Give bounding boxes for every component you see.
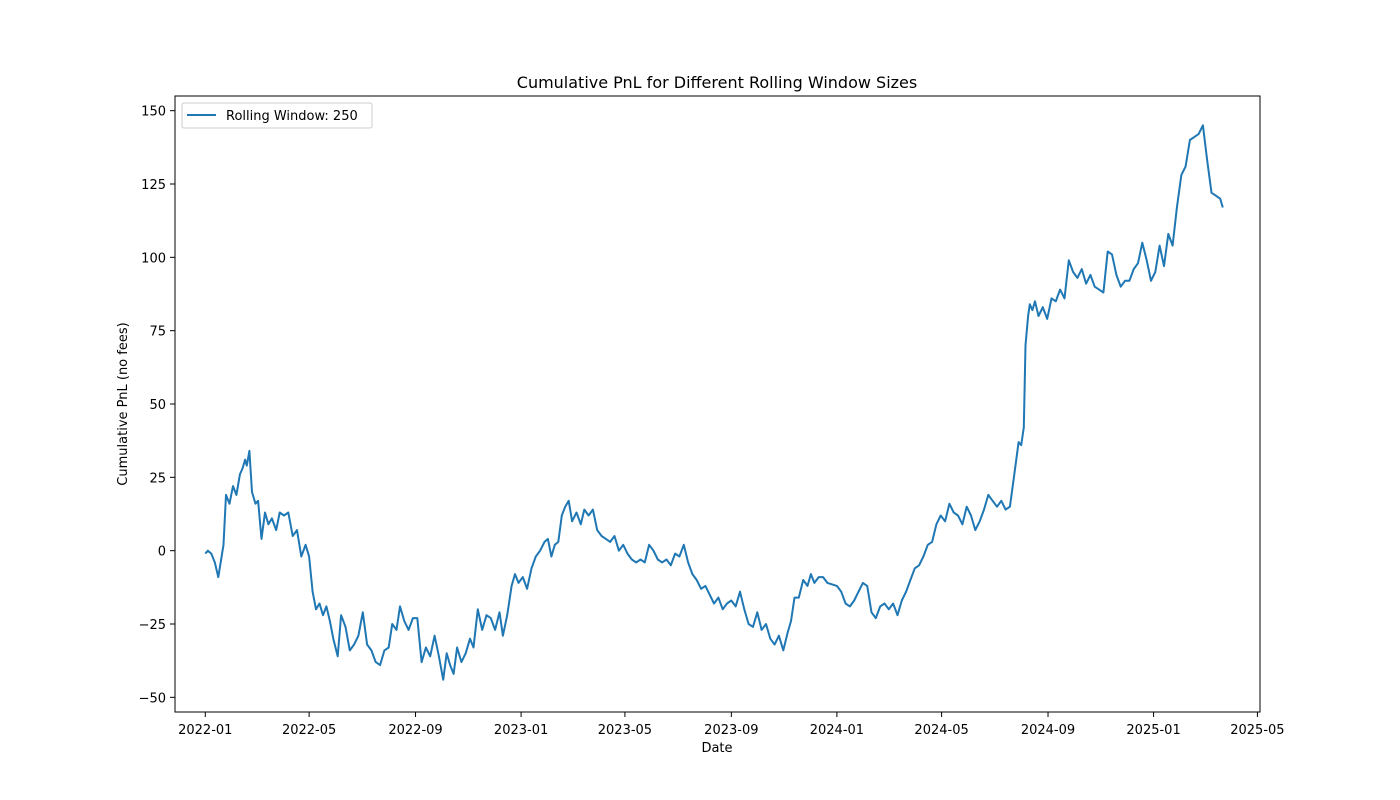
plot-area xyxy=(204,124,1224,681)
y-tick-label: 0 xyxy=(158,545,166,560)
x-tick-label: 2025-01 xyxy=(1126,723,1180,738)
y-tick-label: 100 xyxy=(141,251,166,266)
x-tick-label: 2022-05 xyxy=(282,723,336,738)
x-axis: 2022-01 2022-05 2022-09 2023-01 2023-05 2023-… xyxy=(178,712,1285,738)
y-tick-label: 50 xyxy=(149,398,166,413)
y-axis: −50 −25 0 25 50 75 100 125 150 xyxy=(139,105,175,706)
y-tick-label: 150 xyxy=(141,105,166,120)
y-tick-label: −50 xyxy=(139,691,166,706)
legend-box xyxy=(181,102,373,129)
legend-label: Rolling Window: 250 xyxy=(226,109,358,124)
x-axis-title: Date xyxy=(701,741,732,756)
x-tick-label: 2024-09 xyxy=(1021,723,1075,738)
y-tick-label: −25 xyxy=(139,618,166,633)
series-line xyxy=(204,124,1224,681)
y-axis-title: Cumulative PnL (no fees) xyxy=(116,322,131,485)
chart-title: Cumulative PnL for Different Rolling Win… xyxy=(517,73,917,92)
x-tick-label: 2023-09 xyxy=(704,723,758,738)
x-tick-label: 2024-05 xyxy=(914,723,968,738)
x-tick-label: 2023-01 xyxy=(494,723,548,738)
x-tick-label: 2022-09 xyxy=(388,723,442,738)
x-tick-label: 2024-01 xyxy=(810,723,864,738)
y-tick-label: 75 xyxy=(149,325,166,340)
x-tick-label: 2023-05 xyxy=(598,723,652,738)
y-tick-label: 125 xyxy=(141,178,166,193)
x-tick-label: 2025-05 xyxy=(1230,723,1284,738)
x-tick-label: 2022-01 xyxy=(178,723,232,738)
legend: Rolling Window: 250 xyxy=(181,102,373,129)
y-tick-label: 25 xyxy=(149,471,166,486)
